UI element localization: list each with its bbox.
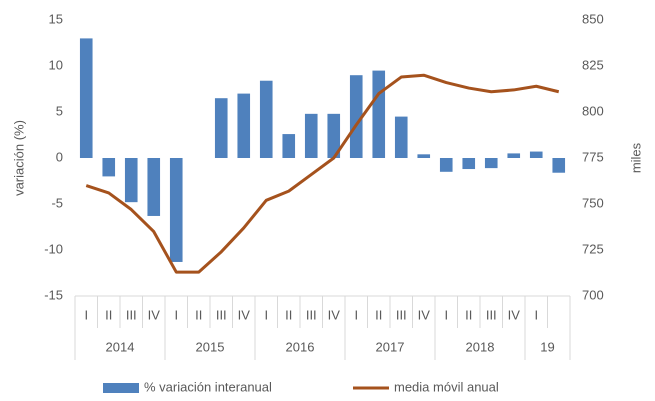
- x-tick-label: III: [126, 307, 137, 322]
- y2-tick-label: 825: [582, 57, 604, 72]
- x-tick-label: III: [396, 307, 407, 322]
- bar: [552, 158, 566, 173]
- bar: [124, 158, 138, 203]
- x-tick-label: II: [195, 307, 202, 322]
- y-tick-label: 5: [56, 103, 63, 118]
- bar: [462, 158, 476, 170]
- x-tick-label: II: [465, 307, 472, 322]
- bar: [529, 151, 543, 158]
- group-label: 2017: [376, 339, 405, 354]
- y-tick-label: 10: [49, 57, 63, 72]
- legend-label: media móvil anual: [394, 379, 499, 394]
- y2-tick-label: 700: [582, 287, 604, 302]
- x-tick-label: I: [354, 307, 358, 322]
- x-tick-label: IV: [418, 307, 431, 322]
- x-tick-label: I: [534, 307, 538, 322]
- legend-swatch: [103, 383, 139, 393]
- x-tick-label: II: [375, 307, 382, 322]
- x-tick-label: III: [306, 307, 317, 322]
- bar: [507, 153, 521, 158]
- bar: [214, 98, 228, 158]
- bar: [372, 70, 386, 158]
- bar: [169, 158, 183, 262]
- x-tick-label: II: [285, 307, 292, 322]
- y-tick-label: -15: [44, 287, 63, 302]
- y2-tick-label: 750: [582, 195, 604, 210]
- bar: [349, 75, 363, 158]
- x-tick-label: I: [174, 307, 178, 322]
- line: [85, 73, 560, 274]
- y-tick-label: -10: [44, 241, 63, 256]
- group-label: 2014: [106, 339, 135, 354]
- y-tick-label: 15: [49, 11, 63, 26]
- bar: [282, 134, 296, 158]
- y2-axis-label: miles: [628, 142, 643, 173]
- y2-tick-label: 775: [582, 149, 604, 164]
- bar: [102, 158, 116, 177]
- x-tick-label: I: [444, 307, 448, 322]
- y2-tick-label: 725: [582, 241, 604, 256]
- y2-tick-label: 850: [582, 11, 604, 26]
- x-tick-label: II: [105, 307, 112, 322]
- y-tick-label: 0: [56, 149, 63, 164]
- bar: [327, 113, 341, 158]
- bar: [417, 154, 431, 158]
- bar: [237, 93, 251, 158]
- bar: [79, 38, 93, 158]
- group-label: 19: [540, 339, 554, 354]
- group-label: 2015: [196, 339, 225, 354]
- x-tick-label: I: [84, 307, 88, 322]
- y-axis-label: variación (%): [11, 120, 26, 196]
- bar: [484, 158, 498, 169]
- x-tick-label: IV: [148, 307, 161, 322]
- x-tick-label: IV: [238, 307, 251, 322]
- x-tick-label: I: [264, 307, 268, 322]
- bar: [439, 158, 453, 172]
- group-label: 2016: [286, 339, 315, 354]
- bar: [394, 116, 408, 158]
- x-tick-label: III: [216, 307, 227, 322]
- x-tick-label: IV: [508, 307, 521, 322]
- bar: [147, 158, 161, 216]
- legend-label: % variación interanual: [144, 379, 272, 394]
- x-tick-label: IV: [328, 307, 341, 322]
- y-tick-label: -5: [51, 195, 63, 210]
- x-tick-label: III: [486, 307, 497, 322]
- group-label: 2018: [466, 339, 495, 354]
- bar: [304, 113, 318, 158]
- bar: [259, 80, 273, 158]
- y2-tick-label: 800: [582, 103, 604, 118]
